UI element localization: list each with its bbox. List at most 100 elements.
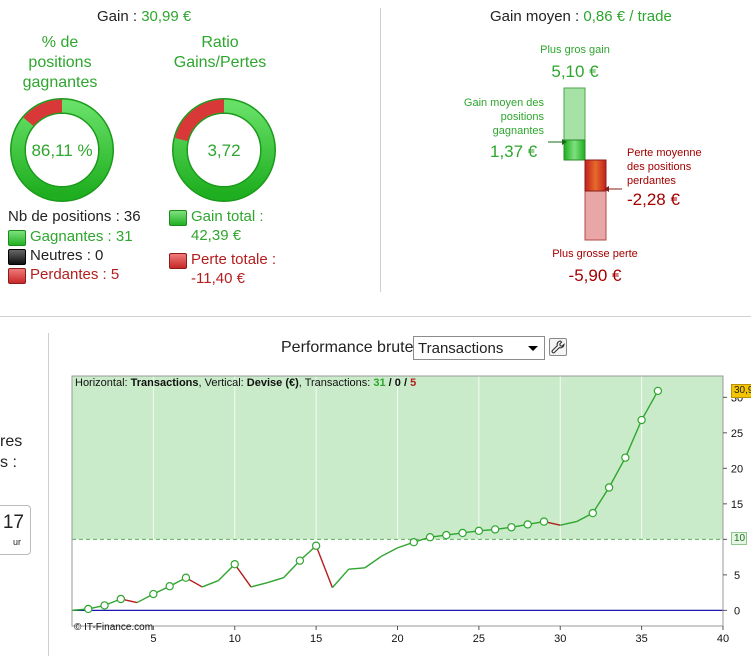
trade-point bbox=[621, 453, 630, 462]
info-t-label: , Transactions: bbox=[298, 377, 374, 389]
performance-chart: 510152025303540051015202530 bbox=[71, 375, 743, 645]
winning-trade-segment bbox=[364, 555, 382, 569]
losing-trade-segment bbox=[315, 545, 334, 588]
max-loss-value: -5,90 € bbox=[568, 266, 622, 285]
pct-donut bbox=[10, 98, 114, 202]
ratio-title-line1: Ratio bbox=[201, 34, 239, 51]
avg-loss-label-line2: des positions bbox=[627, 161, 692, 173]
left-panel-divider bbox=[48, 333, 49, 656]
winners-count: Gagnantes : 31 bbox=[30, 228, 133, 245]
trade-point bbox=[588, 508, 598, 518]
total-gain-label: Gain total : bbox=[191, 208, 264, 225]
avg-win-label-line2: positions bbox=[500, 111, 544, 123]
clipped-button-value: 17 bbox=[2, 512, 24, 533]
max-gain-value: 5,10 € bbox=[551, 62, 599, 81]
settings-wrench-button[interactable] bbox=[549, 338, 567, 356]
panel-divider bbox=[380, 8, 381, 292]
info-sep1: / bbox=[385, 377, 395, 389]
pct-title-line3: gagnantes bbox=[22, 74, 98, 91]
avg-loss-label-line1: Perte moyenne bbox=[627, 147, 702, 159]
avg-gain-bar bbox=[563, 139, 586, 161]
clipped-button[interactable]: 17 ur bbox=[0, 505, 31, 555]
winning-trade-segment bbox=[380, 547, 398, 558]
wrench-icon bbox=[551, 340, 565, 354]
positions-count: Nb de positions : 36 bbox=[8, 208, 141, 225]
vertical-gridlines bbox=[152, 376, 724, 626]
info-h-value: Transactions bbox=[130, 377, 199, 389]
trade-point bbox=[409, 537, 418, 547]
ratio-title-line2: Gains/Pertes bbox=[173, 54, 267, 71]
pct-title-line1: % de bbox=[41, 34, 79, 51]
total-loss-label: Perte totale : bbox=[191, 251, 277, 268]
winning-trade-segment bbox=[331, 568, 350, 589]
avg-loss-label: Perte moyenne des positions perdantes bbox=[627, 146, 737, 188]
ratio-donut bbox=[172, 98, 276, 202]
horizontal-axis-select[interactable]: Transactions bbox=[413, 336, 545, 360]
info-t-win: 31 bbox=[373, 377, 386, 389]
avg-loss-bar bbox=[584, 159, 607, 192]
winning-trade-segment bbox=[267, 577, 284, 584]
total-gain-swatch-icon bbox=[169, 210, 187, 226]
total-gain-value: 42,39 € bbox=[191, 227, 242, 244]
winning-trade-segment bbox=[348, 567, 366, 570]
x-tick-label: 10 bbox=[229, 633, 241, 645]
trade-markers bbox=[84, 386, 663, 614]
section-divider bbox=[0, 316, 751, 317]
avg-win-label: Gain moyen des positions gagnantes bbox=[440, 96, 544, 138]
info-sep2: / bbox=[400, 377, 411, 389]
x-tick-label: 20 bbox=[391, 633, 403, 645]
x-tick-label: 40 bbox=[717, 633, 729, 645]
chart-copyright: © IT-Finance.com bbox=[74, 622, 154, 633]
winning-trade-segment bbox=[641, 390, 659, 421]
total-loss-swatch-icon bbox=[169, 253, 187, 269]
trade-point bbox=[539, 517, 549, 526]
trade-point bbox=[507, 523, 516, 532]
trade-point bbox=[474, 526, 484, 536]
threshold-tag: 10 bbox=[731, 532, 747, 546]
neutral-count: Neutres : 0 bbox=[30, 247, 104, 264]
avg-loss-value: -2,28 € bbox=[627, 190, 680, 209]
x-tick-label: 30 bbox=[554, 633, 566, 645]
trade-point bbox=[295, 556, 305, 565]
y-tick-label: 20 bbox=[731, 463, 743, 475]
trade-point bbox=[149, 589, 158, 599]
clipped-button-sub: ur bbox=[12, 537, 21, 547]
info-t-loss: 5 bbox=[410, 377, 417, 389]
avg-win-label-line1: Gain moyen des bbox=[463, 97, 544, 109]
trade-point bbox=[442, 530, 451, 540]
ratio-value: 3,72 bbox=[207, 141, 241, 160]
y-tick-label: 15 bbox=[731, 499, 743, 511]
neutral-swatch-icon bbox=[8, 249, 26, 265]
ratio-loss-arc bbox=[174, 99, 225, 142]
avg-gain-label: Gain moyen : bbox=[490, 8, 580, 25]
gain-value: 30,99 € bbox=[141, 8, 192, 25]
losers-swatch-icon bbox=[8, 268, 26, 284]
x-tick-label: 35 bbox=[636, 633, 648, 645]
avg-loss-label-line3: perdantes bbox=[627, 175, 676, 187]
winning-trade-segment bbox=[250, 581, 268, 588]
avg-win-label-line3: gagnantes bbox=[492, 125, 544, 137]
winners-swatch-icon bbox=[8, 230, 26, 246]
performance-title: Performance brute bbox=[281, 339, 414, 356]
winning-trade-segment bbox=[608, 457, 626, 488]
pct-title-line2: positions bbox=[28, 54, 92, 71]
max-gain-label: Plus gros gain bbox=[540, 44, 610, 56]
trade-point bbox=[637, 415, 646, 425]
trade-point bbox=[84, 604, 93, 614]
avg-win-value: 1,37 € bbox=[490, 142, 538, 161]
losers-count: Perdantes : 5 bbox=[30, 266, 120, 283]
trade-point bbox=[181, 573, 191, 582]
x-tick-label: 5 bbox=[150, 633, 156, 645]
trade-point bbox=[100, 601, 109, 610]
trade-point bbox=[116, 594, 126, 604]
y-tick-label: 0 bbox=[734, 605, 740, 617]
clipped-label-line2: s : bbox=[0, 454, 17, 471]
avg-gain-value: 0,86 € / trade bbox=[583, 8, 672, 25]
info-v-label: , Vertical: bbox=[198, 377, 247, 389]
losing-trade-segment bbox=[234, 563, 252, 588]
gain-summary: Gain : 30,99 € bbox=[97, 8, 191, 25]
y-tick-label: 5 bbox=[734, 570, 740, 582]
ratio-title: Ratio Gains/Pertes bbox=[165, 33, 275, 73]
winning-trade-segment bbox=[624, 419, 643, 458]
gain-loss-bars bbox=[548, 87, 622, 241]
